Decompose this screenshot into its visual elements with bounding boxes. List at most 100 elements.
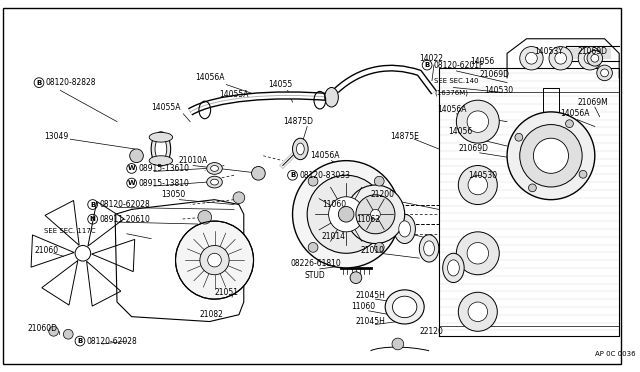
Circle shape bbox=[601, 69, 609, 77]
Ellipse shape bbox=[447, 260, 460, 276]
Circle shape bbox=[356, 195, 395, 234]
Circle shape bbox=[175, 221, 253, 299]
Text: B: B bbox=[290, 172, 295, 178]
Circle shape bbox=[233, 192, 244, 203]
Text: 21069D: 21069D bbox=[458, 144, 488, 153]
Circle shape bbox=[579, 46, 602, 70]
Text: 08120-62028: 08120-62028 bbox=[99, 200, 150, 209]
Ellipse shape bbox=[419, 235, 439, 262]
Circle shape bbox=[467, 111, 488, 132]
Ellipse shape bbox=[155, 137, 167, 161]
Circle shape bbox=[515, 133, 523, 141]
Text: 21200: 21200 bbox=[371, 190, 394, 199]
Text: 21082: 21082 bbox=[200, 310, 224, 319]
Text: 13049: 13049 bbox=[44, 132, 68, 141]
Ellipse shape bbox=[392, 296, 417, 318]
Text: 140530: 140530 bbox=[484, 86, 514, 95]
Text: 08911-20610: 08911-20610 bbox=[99, 215, 150, 224]
Text: W: W bbox=[128, 180, 136, 186]
Text: STUD: STUD bbox=[304, 271, 325, 280]
Circle shape bbox=[339, 206, 354, 222]
Text: SEE SEC.140: SEE SEC.140 bbox=[434, 78, 479, 84]
Circle shape bbox=[520, 46, 543, 70]
Circle shape bbox=[198, 211, 212, 224]
Circle shape bbox=[591, 54, 599, 62]
Circle shape bbox=[467, 243, 488, 264]
Circle shape bbox=[307, 175, 385, 253]
Text: 08226-61810: 08226-61810 bbox=[291, 259, 341, 267]
Ellipse shape bbox=[399, 221, 411, 237]
Ellipse shape bbox=[149, 156, 173, 166]
Text: 21045H: 21045H bbox=[356, 317, 386, 326]
Ellipse shape bbox=[443, 253, 464, 283]
Text: 14056A: 14056A bbox=[195, 73, 225, 82]
Circle shape bbox=[579, 170, 587, 178]
Circle shape bbox=[252, 167, 265, 180]
Ellipse shape bbox=[151, 132, 171, 166]
Circle shape bbox=[328, 197, 364, 232]
Text: 11062: 11062 bbox=[356, 215, 380, 224]
Ellipse shape bbox=[211, 166, 218, 171]
Circle shape bbox=[374, 176, 384, 186]
Text: SEE SEC. 117C: SEE SEC. 117C bbox=[44, 228, 95, 234]
Ellipse shape bbox=[211, 179, 218, 185]
Circle shape bbox=[350, 272, 362, 283]
Text: 140530: 140530 bbox=[468, 171, 497, 180]
Circle shape bbox=[468, 302, 488, 321]
Text: 14055A: 14055A bbox=[220, 90, 249, 99]
Text: 14053Y: 14053Y bbox=[534, 47, 563, 56]
Text: 11060: 11060 bbox=[322, 200, 346, 209]
Circle shape bbox=[200, 246, 229, 275]
Circle shape bbox=[596, 65, 612, 81]
Circle shape bbox=[555, 52, 566, 64]
Text: W: W bbox=[128, 166, 136, 171]
Ellipse shape bbox=[324, 87, 339, 107]
Circle shape bbox=[63, 329, 73, 339]
Text: AP 0C 0036: AP 0C 0036 bbox=[595, 351, 636, 357]
Text: 21069D: 21069D bbox=[577, 47, 607, 56]
Circle shape bbox=[374, 243, 384, 252]
Text: 08120-62028: 08120-62028 bbox=[87, 337, 138, 346]
Text: 14875E: 14875E bbox=[390, 132, 419, 141]
Ellipse shape bbox=[394, 214, 415, 244]
Ellipse shape bbox=[385, 290, 424, 324]
Circle shape bbox=[458, 292, 497, 331]
Ellipse shape bbox=[292, 138, 308, 160]
Circle shape bbox=[130, 149, 143, 163]
Circle shape bbox=[292, 161, 400, 268]
Circle shape bbox=[75, 246, 91, 261]
Text: 14875D: 14875D bbox=[283, 117, 313, 126]
Text: 21069D: 21069D bbox=[480, 70, 509, 79]
Circle shape bbox=[507, 112, 595, 200]
Ellipse shape bbox=[424, 241, 435, 256]
Ellipse shape bbox=[207, 163, 222, 174]
Text: 08120-83033: 08120-83033 bbox=[300, 171, 350, 180]
Text: 21051: 21051 bbox=[214, 288, 239, 297]
Text: B: B bbox=[424, 62, 429, 68]
Ellipse shape bbox=[324, 180, 349, 248]
Circle shape bbox=[458, 166, 497, 205]
Text: 14056A: 14056A bbox=[561, 109, 590, 118]
Circle shape bbox=[549, 46, 572, 70]
Text: 14022: 14022 bbox=[419, 54, 444, 63]
Text: 14056: 14056 bbox=[470, 57, 494, 66]
Text: 21045H: 21045H bbox=[356, 291, 386, 300]
Circle shape bbox=[533, 138, 568, 173]
Text: 21014: 21014 bbox=[322, 232, 346, 241]
Text: 21060D: 21060D bbox=[28, 324, 58, 333]
Text: 08120-82828: 08120-82828 bbox=[46, 78, 97, 87]
Circle shape bbox=[456, 100, 499, 143]
Text: 11060: 11060 bbox=[351, 302, 375, 311]
Text: 21069M: 21069M bbox=[577, 97, 608, 107]
Text: B: B bbox=[90, 202, 95, 208]
Text: 08120-6201F: 08120-6201F bbox=[434, 61, 484, 70]
Text: 08915-13610: 08915-13610 bbox=[138, 164, 189, 173]
Text: 14056A: 14056A bbox=[437, 105, 467, 115]
Circle shape bbox=[525, 52, 538, 64]
Circle shape bbox=[566, 120, 573, 128]
Text: 14056: 14056 bbox=[449, 127, 473, 136]
Circle shape bbox=[371, 209, 380, 219]
Text: B: B bbox=[77, 338, 83, 344]
Text: B: B bbox=[36, 80, 42, 86]
Circle shape bbox=[346, 185, 404, 244]
